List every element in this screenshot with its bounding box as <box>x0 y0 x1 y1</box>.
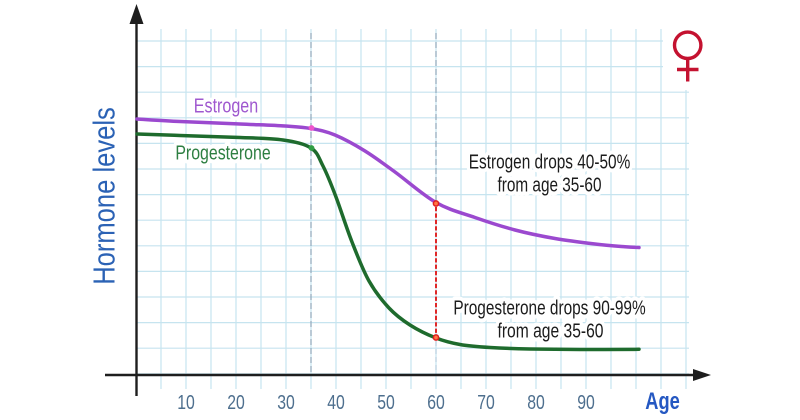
svg-text:Age: Age <box>645 388 680 415</box>
svg-text:Progesterone: Progesterone <box>175 142 270 164</box>
svg-text:from age 35-60: from age 35-60 <box>498 174 602 196</box>
svg-text:40: 40 <box>327 391 345 413</box>
svg-text:70: 70 <box>477 391 495 413</box>
svg-text:Estrogen drops 40-50%: Estrogen drops 40-50% <box>469 151 631 173</box>
svg-text:60: 60 <box>427 391 445 413</box>
svg-text:20: 20 <box>227 391 245 413</box>
svg-text:Hormone levels: Hormone levels <box>87 107 122 285</box>
svg-text:30: 30 <box>277 391 295 413</box>
svg-text:50: 50 <box>377 391 395 413</box>
svg-text:Progesterone drops 90-99%: Progesterone drops 90-99% <box>453 297 645 319</box>
svg-text:90: 90 <box>577 391 595 413</box>
svg-text:10: 10 <box>177 391 195 413</box>
svg-text:from age 35-60: from age 35-60 <box>498 320 604 342</box>
svg-text:Estrogen: Estrogen <box>194 95 258 117</box>
svg-text:80: 80 <box>527 391 545 413</box>
